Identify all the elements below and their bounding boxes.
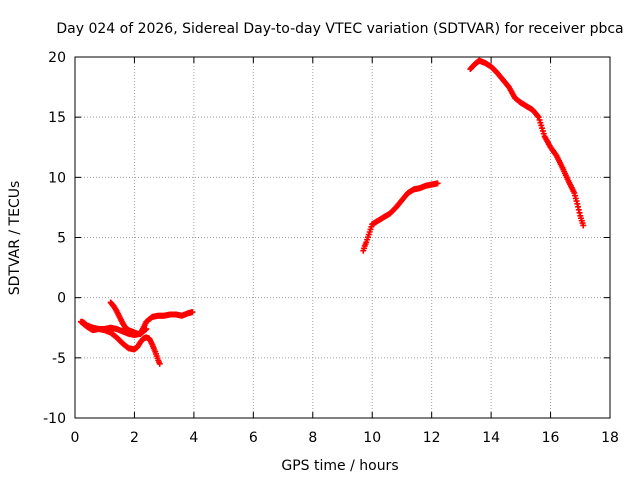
y-tick-label: -10: [43, 411, 66, 427]
x-tick-label: 12: [423, 430, 441, 446]
series-arc-5: [467, 57, 587, 229]
x-tick-label: 16: [542, 430, 560, 446]
data-point: [156, 360, 163, 367]
y-tick-labels: -10 -5 0 5 10 15 20: [43, 50, 66, 427]
y-tick-label: 0: [57, 291, 66, 307]
x-tick-label: 10: [363, 430, 381, 446]
x-tick-label: 6: [249, 430, 258, 446]
x-tick-label: 14: [482, 430, 500, 446]
data-layer: [77, 57, 587, 367]
series-arc-2: [79, 318, 163, 367]
x-tick-label: 4: [189, 430, 198, 446]
y-tick-label: 5: [57, 231, 66, 247]
x-tick-label: 2: [130, 430, 139, 446]
y-tick-label: -5: [52, 351, 66, 367]
series-arc-3: [107, 299, 150, 337]
x-tick-labels: 0 2 4 6 8 10 12 14 16 18: [71, 430, 619, 446]
ticks: [74, 56, 611, 419]
x-tick-label: 8: [308, 430, 317, 446]
series-arc-4: [360, 180, 441, 254]
y-tick-label: 20: [48, 50, 66, 66]
data-point: [580, 222, 587, 229]
grid: [75, 57, 610, 418]
y-tick-label: 10: [48, 170, 66, 186]
data-point: [534, 113, 541, 120]
data-point: [143, 325, 150, 332]
y-axis-label: SDTVAR / TECUs: [7, 181, 23, 296]
chart-title: Day 024 of 2026, Sidereal Day-to-day VTE…: [56, 21, 623, 37]
data-point: [434, 180, 441, 187]
data-point: [189, 309, 196, 316]
x-tick-label: 0: [71, 430, 80, 446]
y-tick-label: 15: [48, 110, 66, 126]
x-tick-label: 18: [601, 430, 619, 446]
x-axis-label: GPS time / hours: [281, 458, 398, 474]
